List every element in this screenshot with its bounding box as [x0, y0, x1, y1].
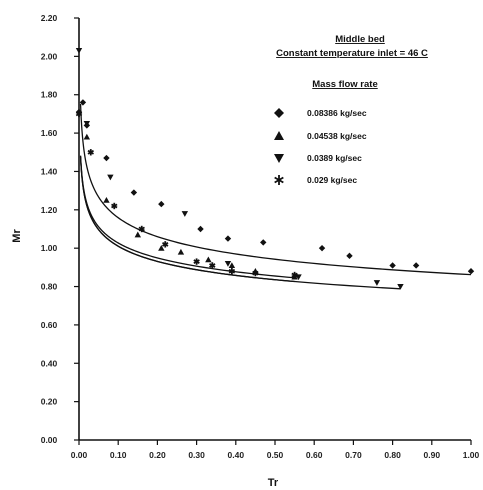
- data-point-series-4: [87, 149, 94, 156]
- data-point-series-1: [412, 262, 420, 269]
- y-tick-label: 0.00: [41, 435, 58, 445]
- data-points: [75, 48, 475, 290]
- data-point-series-1: [346, 252, 353, 260]
- x-tick-label: 0.30: [188, 450, 205, 460]
- data-point-series-1: [389, 262, 396, 269]
- data-point-series-2: [158, 244, 165, 251]
- x-tick-label: 0.80: [384, 450, 401, 460]
- data-point-series-4: [193, 258, 200, 265]
- data-point-series-4: [75, 110, 83, 118]
- data-point-series-1: [79, 99, 87, 106]
- legend: 0.08386 kg/sec 0.04538 kg/sec 0.0389 kg/se…: [274, 108, 367, 185]
- y-tick-label: 1.40: [41, 166, 58, 176]
- data-point-series-4: [162, 241, 169, 248]
- data-point-series-1: [224, 235, 232, 242]
- x-axis-title: Tr: [268, 477, 279, 489]
- x-tick-label: 0.50: [267, 450, 284, 460]
- legend-marker-3: [274, 154, 284, 163]
- y-tick-label: 0.80: [41, 282, 58, 292]
- y-tick-label: 0.60: [41, 320, 58, 330]
- x-tick-label: 0.70: [345, 450, 362, 460]
- fit-curves: [79, 103, 472, 290]
- data-point-series-3: [373, 280, 381, 286]
- data-point-series-1: [260, 239, 267, 246]
- x-tick-label: 0.40: [228, 450, 245, 460]
- x-tick-label: 0.00: [71, 450, 88, 460]
- data-point-series-3: [224, 260, 232, 267]
- fit-curve-4: [79, 156, 295, 283]
- legend-label-3: 0.0389 kg/sec: [307, 153, 362, 163]
- y-tick-label: 1.80: [41, 90, 58, 100]
- data-point-series-2: [134, 231, 141, 238]
- legend-label-1: 0.08386 kg/sec: [307, 108, 367, 118]
- data-point-series-3: [83, 120, 91, 127]
- data-point-series-4: [111, 202, 118, 210]
- legend-marker-2: [274, 131, 284, 140]
- y-tick-label: 2.20: [41, 13, 58, 23]
- data-point-series-1: [103, 154, 110, 162]
- data-point-series-4: [252, 269, 259, 277]
- data-point-series-4: [138, 225, 145, 233]
- data-point-series-2: [83, 133, 91, 140]
- y-tick-label: 1.60: [41, 128, 58, 138]
- legend-label-4: 0.029 kg/sec: [307, 175, 357, 185]
- chart-title: Middle bed: [335, 34, 385, 45]
- data-point-series-3: [397, 283, 404, 290]
- x-tick-label: 0.90: [424, 450, 441, 460]
- legend-marker-1: [274, 108, 284, 118]
- data-point-series-4: [228, 268, 236, 275]
- x-tick-label: 0.20: [149, 450, 166, 460]
- data-point-series-4: [291, 271, 298, 279]
- fit-curve-2: [79, 155, 295, 279]
- legend-marker-4: [274, 175, 284, 185]
- y-tick-label: 1.20: [41, 205, 58, 215]
- data-point-series-4: [209, 262, 216, 269]
- data-point-series-2: [177, 248, 185, 255]
- data-point-series-1: [467, 268, 475, 275]
- legend-title: Mass flow rate: [312, 79, 377, 90]
- y-tick-label: 0.20: [41, 397, 58, 407]
- chart-subtitle: Constant temperature inlet = 46 C: [276, 48, 428, 59]
- data-point-series-1: [130, 189, 138, 196]
- x-tick-label: 0.60: [306, 450, 323, 460]
- fit-curve-1: [79, 103, 472, 276]
- x-tick-label: 0.10: [110, 450, 127, 460]
- y-tick-label: 2.00: [41, 51, 58, 61]
- x-tick-label: 1.00: [463, 450, 480, 460]
- y-tick-label: 0.40: [41, 358, 58, 368]
- y-tick-label: 1.00: [41, 243, 58, 253]
- data-point-series-2: [103, 197, 110, 203]
- data-point-series-3: [107, 174, 114, 181]
- data-point-series-1: [318, 244, 326, 252]
- y-axis-title: Mr: [11, 229, 23, 243]
- data-point-series-2: [205, 256, 212, 263]
- ticks: 0.00 0.10 0.20 0.30 0.40 0.50 0.60 0.70 0.80 0.90…: [41, 13, 480, 460]
- data-point-series-2: [228, 262, 236, 269]
- data-point-series-3: [181, 211, 189, 217]
- data-point-series-1: [197, 225, 204, 233]
- data-point-series-1: [158, 200, 165, 208]
- data-point-series-3: [75, 48, 83, 54]
- legend-label-2: 0.04538 kg/sec: [307, 131, 367, 141]
